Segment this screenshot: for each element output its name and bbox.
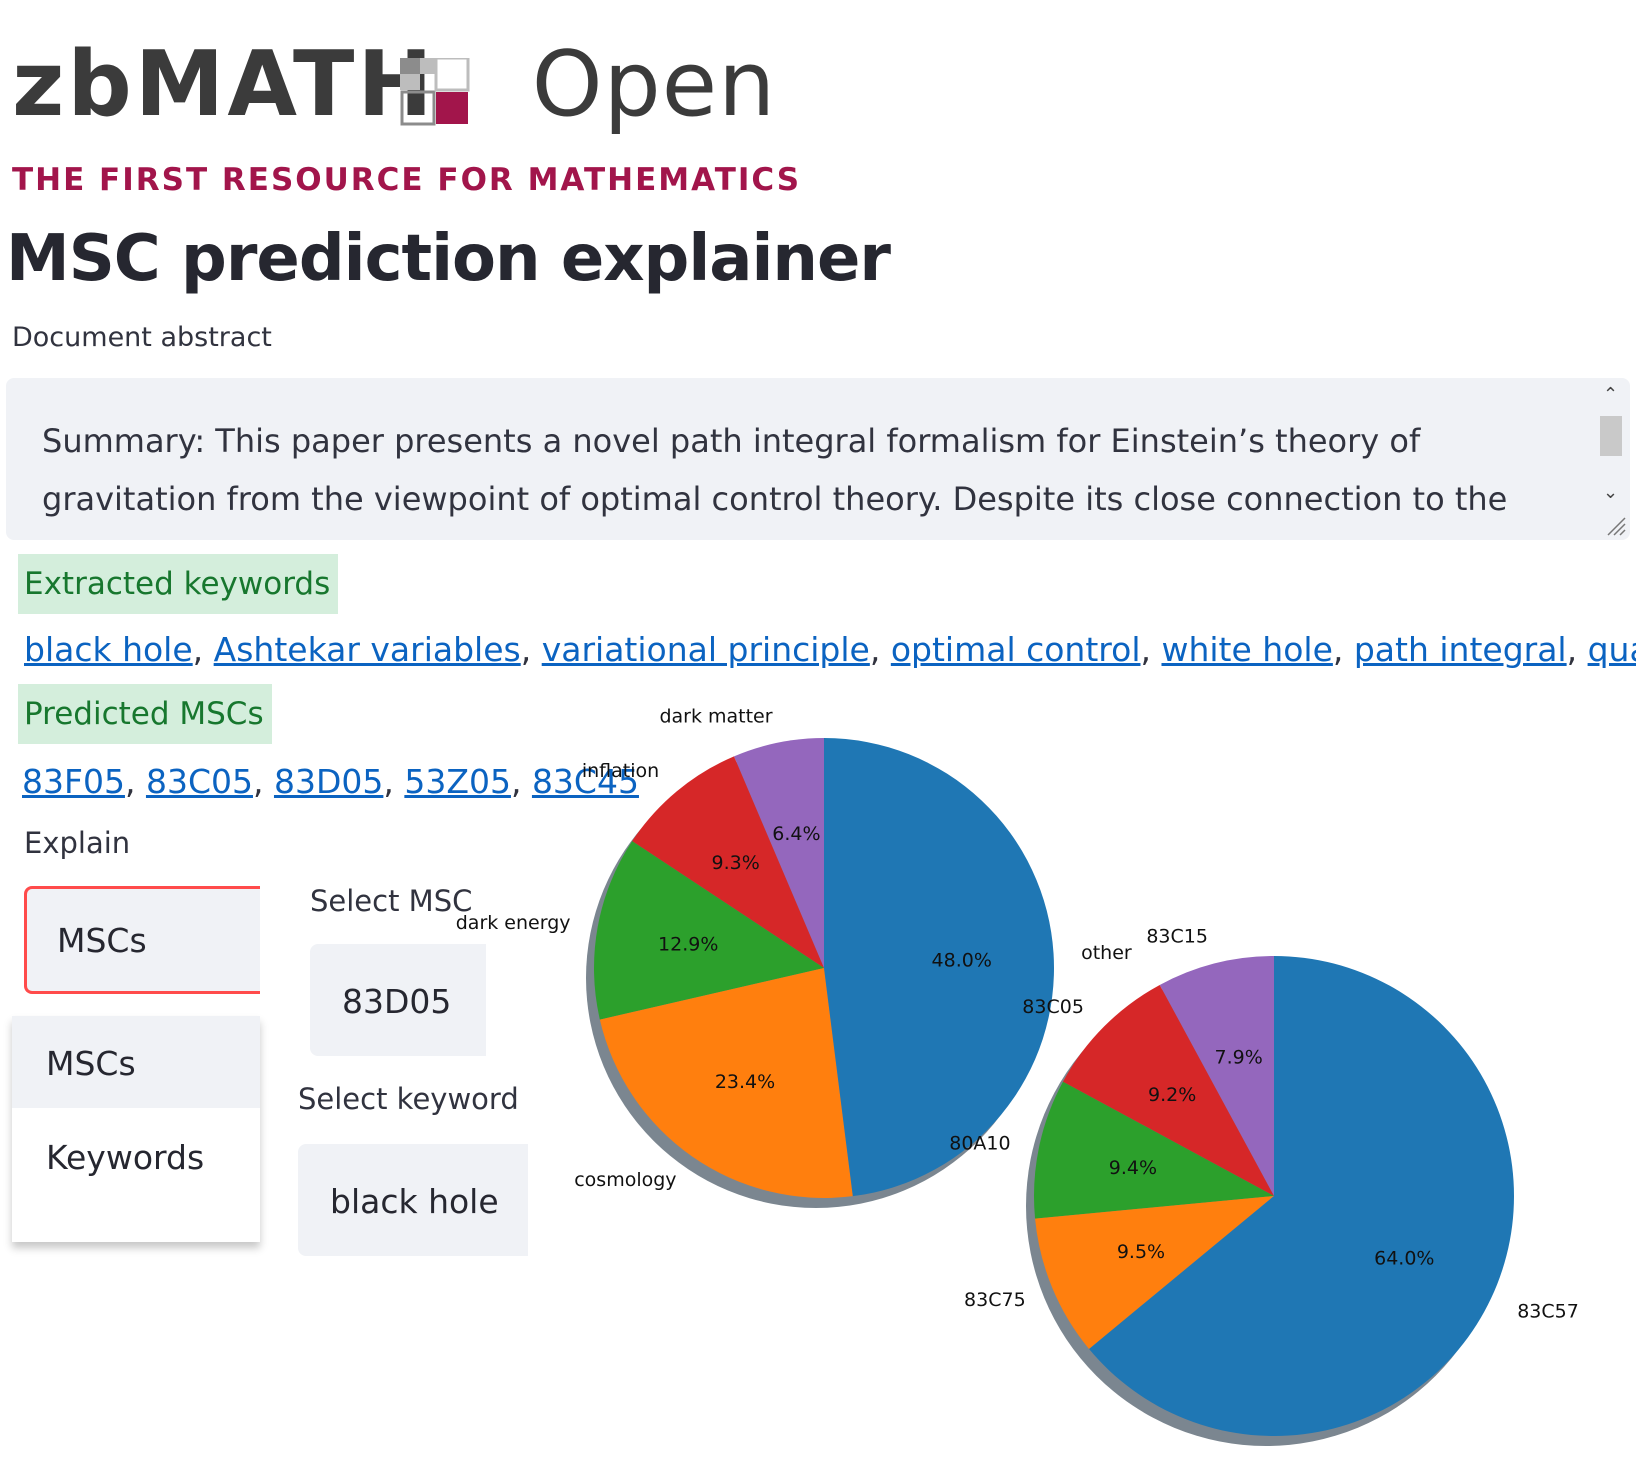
select-keyword-label: Select keyword (298, 1082, 519, 1116)
msc-link[interactable]: 53Z05 (404, 762, 511, 801)
select-msc-label: Select MSC (310, 884, 473, 918)
abstract-text[interactable]: Summary: This paper presents a novel pat… (42, 422, 1508, 540)
chevron-down-icon[interactable]: ⌄ (1603, 482, 1619, 503)
pie-slice-dark-energy (594, 841, 824, 1020)
pie-percent-label: 12.9% (658, 933, 718, 955)
pie-slice-dark-matter (733, 737, 824, 968)
pie-category-label: cosmology (574, 1169, 676, 1191)
pie-percent-label: 48.0% (932, 949, 992, 971)
scrollbar-thumb[interactable] (1600, 416, 1622, 456)
pie-category-label: 83C15 (1146, 925, 1208, 947)
select-msc-value: 83D05 (342, 982, 452, 1021)
page-title: MSC prediction explainer (6, 222, 891, 296)
keyword-link[interactable]: optimal control (890, 630, 1141, 669)
msc-link[interactable]: 83D05 (273, 762, 384, 801)
keyword-links: black hole, Ashtekar variables, variatio… (24, 630, 1636, 669)
keyword-link[interactable]: variational principle (541, 630, 870, 669)
pie-shadow (586, 748, 1046, 1208)
pie-percent-label: 9.2% (1148, 1084, 1196, 1106)
pie-percent-label: 9.5% (1117, 1241, 1165, 1263)
explain-dropdown-menu: MSCs Keywords (12, 1016, 260, 1242)
keyword-link[interactable]: black hole (24, 630, 193, 669)
pie-percent-label: 7.9% (1214, 1046, 1262, 1068)
keyword-link[interactable]: quantum (1587, 630, 1636, 669)
zbmath-logo-word: zbMATH Open (12, 40, 776, 130)
pie-slice-83C05 (1062, 984, 1274, 1196)
pie-slice-80A10 (1034, 1081, 1274, 1219)
explain-label: Explain (24, 826, 131, 860)
resize-grip-icon[interactable] (1604, 514, 1626, 536)
msc-links: 83F05, 83C05, 83D05, 53Z05, 83C45 (22, 762, 639, 801)
pie-percent-label: 64.0% (1374, 1247, 1434, 1269)
pie-percent-label: 9.4% (1109, 1157, 1157, 1179)
logo-word-light: Open (531, 32, 777, 137)
pie-category-label: dark matter (659, 706, 772, 728)
logo-word-bold: zbMATH (12, 32, 436, 137)
select-msc-dropdown[interactable]: 83D05 (310, 944, 486, 1056)
msc-link[interactable]: 83F05 (22, 762, 125, 801)
chevron-up-icon[interactable]: ⌃ (1603, 384, 1619, 405)
pie-shadow (1026, 966, 1506, 1446)
pie-category-label: dark energy (456, 912, 571, 934)
logo-tagline: THE FIRST RESOURCE FOR MATHEMATICS (12, 162, 802, 198)
keyword-link[interactable]: Ashtekar variables (213, 630, 521, 669)
keyword-link[interactable]: path integral (1353, 630, 1567, 669)
keyword-link[interactable]: white hole (1161, 630, 1333, 669)
pie-slice-83C75 (1035, 1196, 1274, 1349)
pie-percent-label: 9.3% (712, 852, 760, 874)
pie-slice-inflation (632, 756, 824, 968)
explain-select[interactable]: MSCs (24, 886, 260, 994)
pie-category-label: other (1081, 942, 1132, 964)
logo-squares-icon (400, 58, 470, 126)
pie-category-label: 80A10 (949, 1132, 1010, 1154)
explain-option-keywords[interactable]: Keywords (12, 1110, 260, 1202)
abstract-scrollbar[interactable]: ⌃ ⌄ (1598, 384, 1624, 530)
explain-select-value: MSCs (57, 921, 147, 960)
abstract-label: Document abstract (12, 322, 272, 353)
pie-chart-mscs: 7.9% 83C15 9.2% 83C05 9.4% 80A10 9.5% 83C75 64.0… (949, 925, 1579, 1446)
pie-slice-83C15 (1159, 956, 1274, 1196)
select-keyword-value: black hole (330, 1182, 499, 1221)
pie-percent-label: 6.4% (772, 823, 820, 845)
explain-option-mscs[interactable]: MSCs (12, 1016, 260, 1108)
pie-slice-other (824, 738, 1055, 1197)
pie-category-label: 83C57 (1517, 1300, 1579, 1322)
keywords-heading: Extracted keywords (18, 554, 339, 614)
pie-category-label: 83C05 (1022, 996, 1084, 1018)
msc-heading: Predicted MSCs (18, 684, 272, 744)
select-keyword-dropdown[interactable]: black hole (298, 1144, 528, 1256)
pie-slice-cosmology (599, 968, 853, 1198)
pie-percent-label: 23.4% (715, 1071, 775, 1093)
pie-category-label: 83C75 (964, 1289, 1026, 1311)
msc-link[interactable]: 83C45 (531, 762, 639, 801)
pie-slice-83C57 (1089, 956, 1514, 1436)
msc-link[interactable]: 83C05 (145, 762, 253, 801)
abstract-textarea[interactable]: Summary: This paper presents a novel pat… (6, 378, 1630, 540)
